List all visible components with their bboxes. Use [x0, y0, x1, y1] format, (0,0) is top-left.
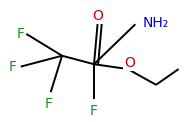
- Text: F: F: [16, 27, 24, 41]
- Text: F: F: [9, 60, 17, 74]
- Text: F: F: [90, 104, 98, 118]
- Text: NH₂: NH₂: [143, 16, 169, 30]
- Text: O: O: [92, 9, 103, 23]
- Text: F: F: [45, 97, 53, 111]
- Text: O: O: [124, 56, 135, 70]
